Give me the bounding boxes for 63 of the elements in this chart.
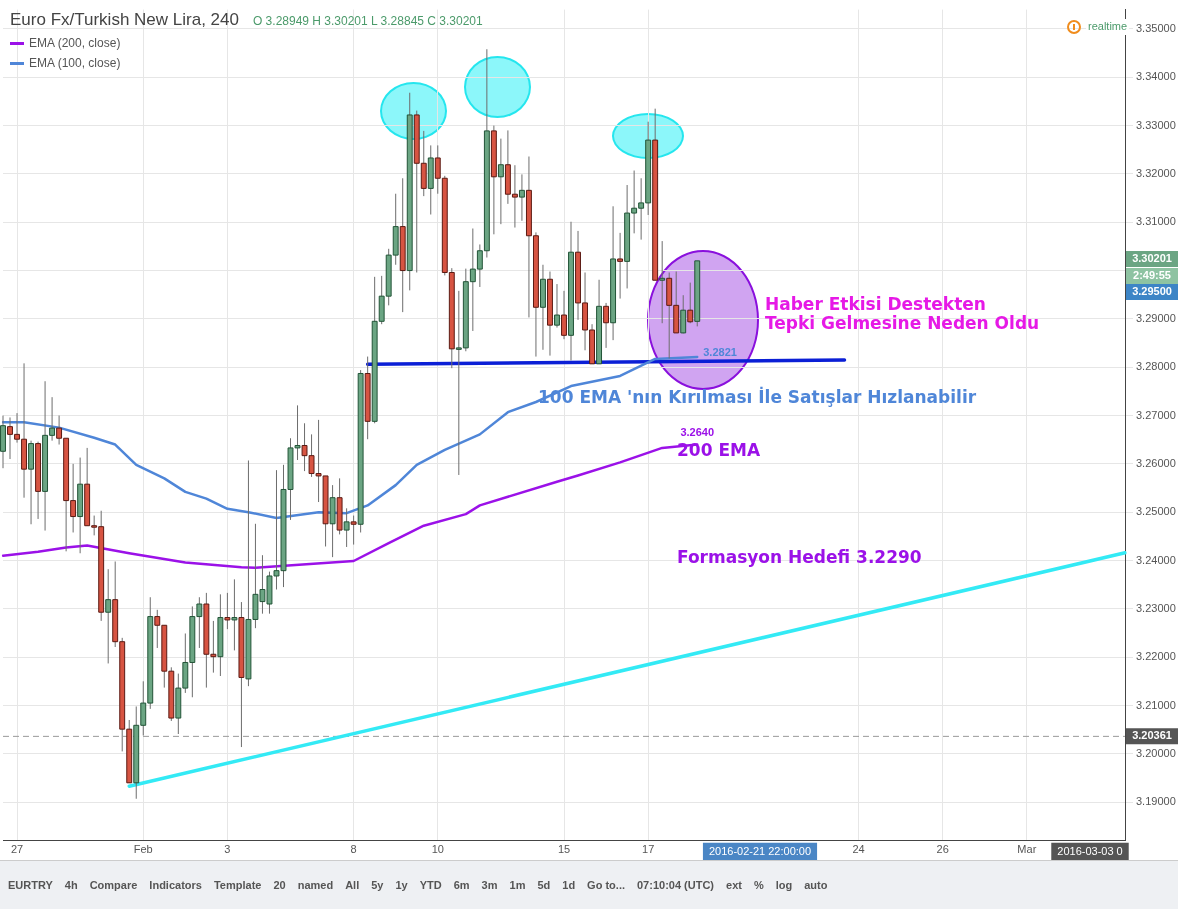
text: 2:49:55 (1133, 269, 1171, 282)
text: Go to... (587, 879, 625, 891)
text: 5y (371, 879, 384, 891)
text: Template (213, 879, 262, 891)
text: 1y (395, 879, 408, 891)
text: % (753, 879, 764, 891)
annotation: Formasyon Hedefi 3.2290 (677, 547, 922, 568)
chart-subtitle: O 3.28949 H 3.30201 L 3.28845 C 3.30201 (252, 14, 483, 28)
text: 5d (537, 879, 551, 891)
text: 6m (453, 879, 470, 891)
legend-label: EMA (100, close) (29, 56, 121, 70)
text: 3m (481, 879, 498, 891)
ref-line-label: 3.20361 (1132, 729, 1172, 742)
x-tick-label: 3 (224, 843, 231, 856)
y-tick-label: 3.25000 (1136, 505, 1176, 518)
y-tick-label: 3.20000 (1136, 746, 1176, 759)
text: Indicators (149, 879, 202, 891)
x-tick-label: 10 (431, 843, 444, 856)
y-tick-label: 3.27000 (1136, 408, 1176, 421)
x-tick-label: 15 (557, 843, 571, 856)
y-tick-label: 3.21000 (1136, 698, 1176, 711)
annotation: Haber Etkisi Destekten Tepki Gelmesine Neden Oldu (765, 294, 1040, 334)
y-tick-label: 3.33000 (1136, 118, 1176, 131)
x-tick-label: Feb (133, 843, 153, 856)
text: auto (804, 879, 828, 891)
y-tick-label: 3.29000 (1136, 311, 1176, 324)
text: 20 (273, 879, 286, 891)
y-tick-label: 3.19000 (1136, 795, 1176, 808)
text: 1m (509, 879, 526, 891)
y-tick-label: 3.35000 (1136, 21, 1176, 34)
data-label: 3.2821 (703, 346, 737, 359)
x-tick-label: 27 (10, 843, 24, 856)
y-tick-label: 3.28000 (1136, 360, 1176, 373)
y-tick-label: 3.23000 (1136, 601, 1176, 614)
text: 4h (64, 879, 78, 891)
y-tick-label: 3.26000 (1136, 456, 1176, 469)
text: 2016-02-21 22:00:00 (708, 844, 812, 857)
chart-title: Euro Fx/Turkish New Lira, 240 (10, 10, 239, 30)
x-tick-label: Mar (1017, 843, 1037, 856)
x-tick-label: 26 (936, 843, 949, 856)
x-tick-label: 17 (642, 843, 655, 856)
text: named (297, 879, 334, 891)
y-tick-label: 3.24000 (1136, 553, 1176, 566)
annotation: realtime (1088, 20, 1128, 33)
x-tick-label: 8 (350, 843, 357, 856)
data-label: 3.2640 (680, 425, 715, 438)
text: Compare (89, 879, 138, 891)
text: 3.29500 (1132, 285, 1172, 298)
y-tick-label: 3.31000 (1136, 215, 1176, 228)
y-tick-label: 3.32000 (1136, 166, 1176, 179)
y-tick-label: 3.34000 (1136, 70, 1176, 83)
y-tick-label: 3.22000 (1136, 650, 1176, 663)
text: All (345, 879, 360, 891)
text: log (775, 879, 793, 891)
text: 2016-03-03 0 (1057, 844, 1123, 857)
text: 1d (562, 879, 576, 891)
text: 07:10:04 (UTC) (637, 879, 715, 891)
legend-label: EMA (200, close) (29, 36, 121, 50)
text: YTD (419, 879, 442, 891)
text: EURTRY (8, 879, 53, 891)
text: 3.30201 (1132, 252, 1172, 265)
text: ext (726, 879, 742, 891)
x-tick-label: 24 (852, 843, 865, 856)
